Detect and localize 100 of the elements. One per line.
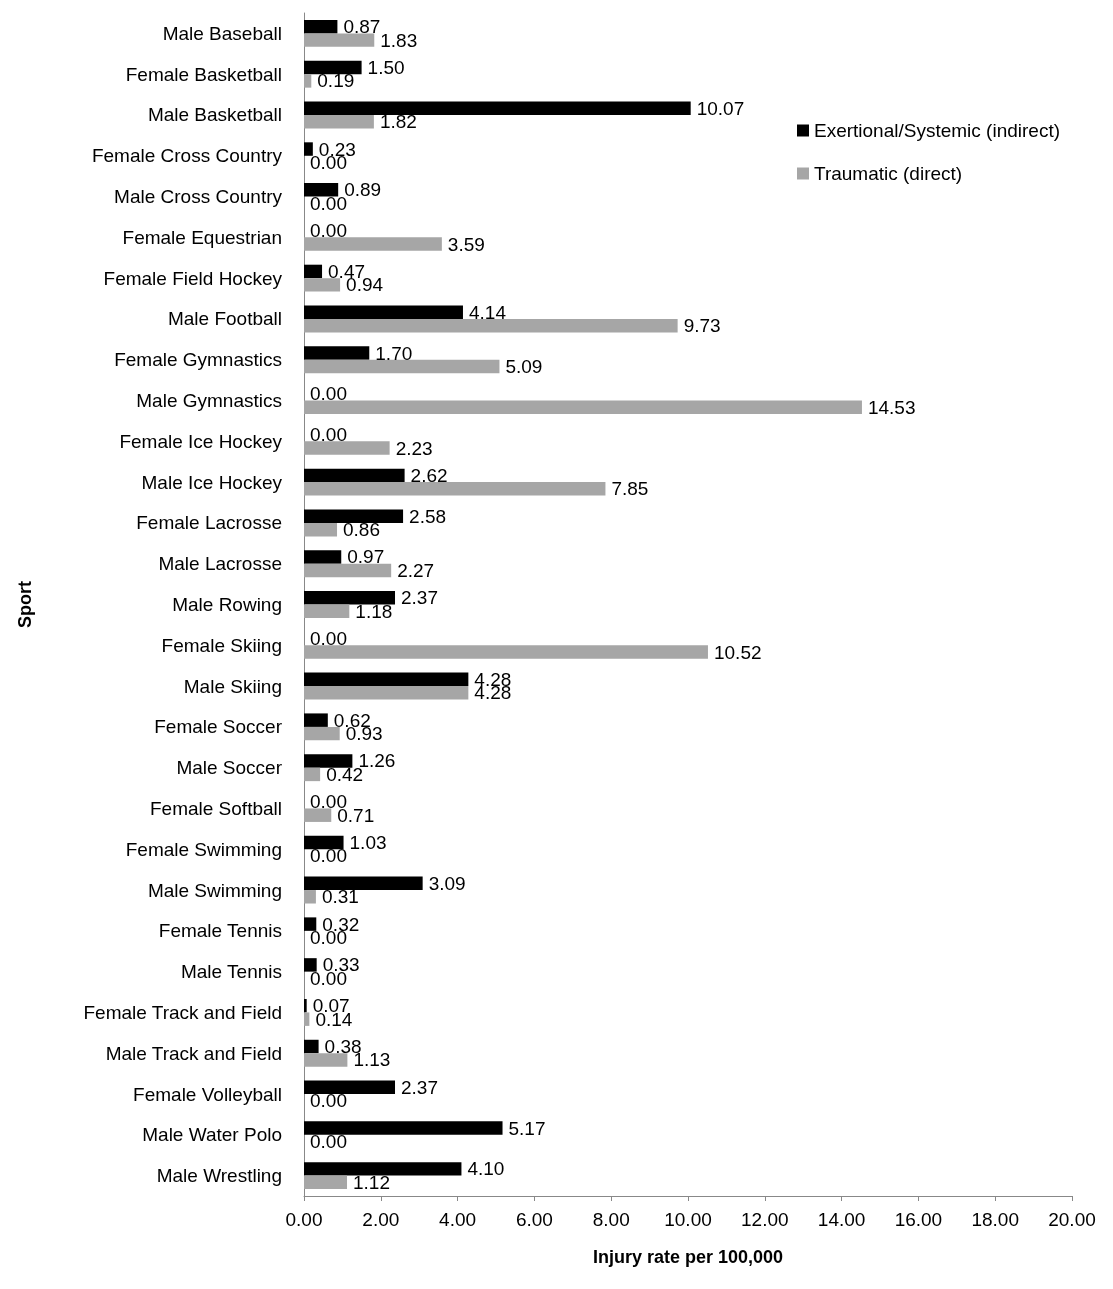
data-label: 0.00: [310, 220, 347, 242]
data-label: 4.10: [467, 1158, 505, 1180]
bar: [304, 74, 312, 88]
y-tick-label: Male Soccer: [176, 757, 283, 779]
y-tick-label: Female Ice Hockey: [119, 430, 283, 452]
data-label: 9.73: [683, 315, 721, 337]
x-tick-label: 16.00: [894, 1209, 943, 1230]
bar: [304, 522, 338, 537]
bar: [304, 835, 344, 850]
bar: [304, 33, 375, 47]
x-tick-label: 8.00: [592, 1209, 630, 1230]
bar: [304, 400, 862, 414]
bar: [304, 713, 328, 727]
y-tick-label: Female Swimming: [125, 838, 282, 860]
data-label: 1.50: [367, 56, 405, 78]
x-tick-label: 4.00: [439, 1209, 477, 1230]
data-label: 4.14: [468, 301, 507, 323]
bar: [304, 672, 469, 687]
bar: [304, 114, 374, 129]
data-label: 2.23: [395, 437, 433, 459]
data-label: 2.37: [401, 1076, 438, 1098]
bar: [304, 563, 392, 578]
data-label: 1.82: [379, 111, 417, 133]
bar: [304, 1175, 348, 1190]
y-tick-label: Male Wrestling: [156, 1165, 282, 1187]
y-tick-label: Male Rowing: [172, 594, 282, 615]
x-tick-label: 14.00: [817, 1209, 866, 1230]
x-tick-label: 6.00: [515, 1209, 553, 1230]
x-tick-label: 18.00: [971, 1209, 1019, 1230]
data-label: 1.70: [375, 342, 413, 364]
bar: [304, 346, 370, 360]
data-label: 1.03: [349, 832, 387, 854]
bar: [304, 1039, 319, 1054]
y-tick-label: Male Cross Country: [114, 186, 283, 208]
bar: [304, 1121, 503, 1135]
bar: [304, 441, 390, 455]
y-tick-label: Male Baseball: [162, 22, 282, 44]
bar: [304, 1080, 396, 1095]
x-tick-label: 12.00: [741, 1209, 789, 1230]
bar: [304, 550, 342, 564]
y-tick-label: Female Gymnastics: [114, 349, 282, 371]
y-tick-label: Male Ice Hockey: [141, 471, 283, 493]
y-tick-label: Female Field Hockey: [103, 267, 283, 289]
bar: [304, 686, 469, 700]
data-label: 2.37: [401, 587, 438, 609]
y-tick-label: Male Tennis: [180, 961, 282, 983]
data-label: 0.19: [317, 70, 355, 92]
data-label: 0.00: [310, 628, 347, 650]
legend-label: Traumatic (direct): [813, 163, 963, 184]
y-tick-label: Male Skiing: [183, 675, 282, 697]
bar: [304, 998, 307, 1013]
data-label: 0.87: [343, 16, 381, 38]
bar: [304, 318, 678, 333]
bar: [304, 468, 405, 483]
bar: [304, 19, 338, 34]
y-tick-label: Female Volleyball: [133, 1083, 282, 1105]
bar: [304, 237, 442, 251]
bar: [304, 604, 350, 618]
y-tick-label: Female Track and Field: [83, 1001, 282, 1023]
bar: [304, 890, 316, 904]
data-label: 2.58: [409, 505, 447, 527]
y-tick-label: Female Lacrosse: [136, 512, 282, 534]
data-label: 10.07: [696, 97, 745, 119]
y-tick-label: Male Basketball: [147, 104, 282, 126]
bar: [304, 278, 341, 292]
x-axis-title: Injury rate per 100,000: [592, 1247, 784, 1267]
bar: [304, 142, 313, 156]
data-label: 10.52: [713, 641, 762, 663]
data-label: 7.85: [611, 478, 649, 500]
bar: [304, 305, 463, 319]
y-tick-label: Female Cross Country: [91, 145, 283, 167]
bar: [304, 1162, 462, 1176]
y-tick-label: Male Football: [167, 308, 282, 330]
y-tick-label: Female Skiing: [161, 634, 282, 656]
y-tick-label: Male Lacrosse: [158, 553, 282, 575]
y-tick-label: Female Tennis: [158, 920, 282, 942]
x-tick-label: 2.00: [362, 1209, 400, 1230]
data-label: 0.97: [347, 546, 385, 568]
bar: [304, 60, 362, 75]
x-tick-label: 0.00: [285, 1209, 323, 1230]
data-label: 2.27: [397, 559, 435, 581]
bar: [304, 482, 606, 496]
bar: [304, 101, 691, 115]
y-tick-label: Male Water Polo: [142, 1124, 282, 1146]
bar: [304, 754, 353, 768]
y-tick-label: Male Track and Field: [105, 1042, 282, 1064]
y-axis-title: Sport: [15, 581, 35, 628]
bar: [304, 1053, 348, 1067]
data-label: 0.00: [310, 1131, 347, 1153]
bar: [304, 359, 500, 374]
bar: [304, 645, 708, 659]
data-label: 0.31: [321, 886, 359, 908]
y-tick-label: Female Softball: [149, 797, 282, 819]
data-label: 2.62: [410, 464, 448, 486]
y-tick-label: Male Gymnastics: [136, 390, 282, 412]
data-label: 0.00: [310, 424, 347, 446]
x-tick-label: 10.00: [664, 1209, 712, 1230]
bar: [304, 264, 323, 279]
bar: [304, 591, 396, 605]
data-label: 14.53: [867, 396, 916, 418]
